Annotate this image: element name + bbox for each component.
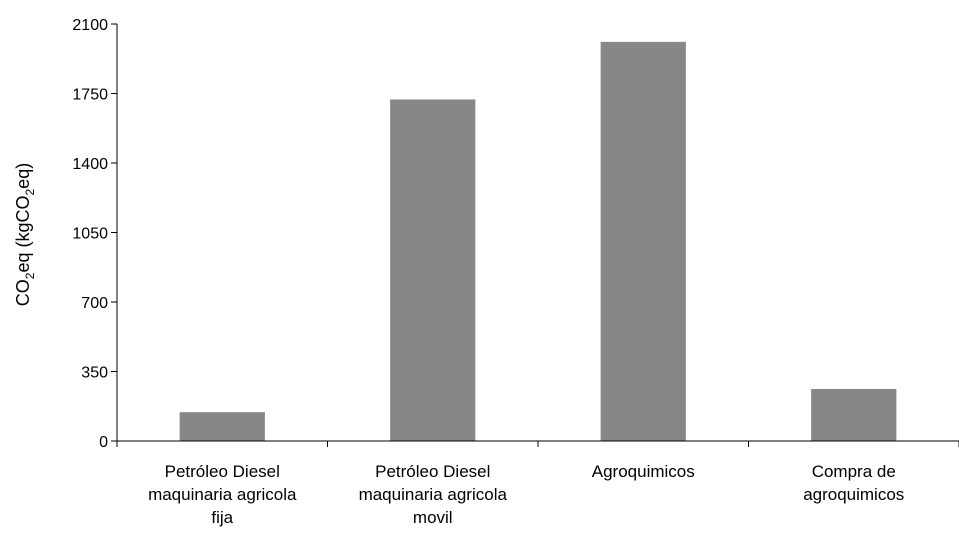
x-category-label-3: Compra de agroquimicos — [803, 462, 904, 504]
bar-2 — [600, 41, 686, 441]
x-category-label-2: Agroquimicos — [592, 462, 695, 481]
y-tick-label: 1750 — [72, 87, 108, 104]
x-labels-group: Petróleo Diesel maquinaria agricola fijaPe… — [116, 441, 959, 527]
x-category-label-line: fija — [211, 508, 233, 527]
x-category-label-line: maquinaria agricola — [359, 485, 508, 504]
x-category-label-line: Petróleo Diesel — [165, 462, 280, 481]
x-category-label-0: Petróleo Diesel maquinaria agricola fija — [148, 462, 297, 527]
y-tick-label: 700 — [81, 295, 108, 312]
x-category-label-line: Agroquimicos — [592, 462, 695, 481]
y-tick-label: 2100 — [72, 17, 108, 34]
y-axis-title-part: eq (kgCO — [13, 195, 33, 272]
x-category-label-line: maquinaria agricola — [148, 485, 297, 504]
y-axis-title-part: CO — [13, 279, 33, 306]
x-category-label-line: movil — [413, 508, 453, 527]
y-axis-title-part: eq) — [13, 163, 33, 189]
y-axis-title-group: CO2eq (kgCO2eq) — [13, 163, 37, 306]
axes-group — [116, 24, 959, 442]
x-category-label-line: agroquimicos — [803, 485, 904, 504]
y-axis-title: CO2eq (kgCO2eq) — [13, 163, 37, 306]
bar-1 — [390, 99, 476, 441]
y-tick-label: 350 — [81, 365, 108, 382]
bar-3 — [811, 388, 897, 441]
y-axis-title-subscript: 2 — [23, 188, 37, 195]
y-tick-label: 1050 — [72, 226, 108, 243]
bars-group — [179, 41, 897, 441]
y-axis-title-subscript: 2 — [23, 272, 37, 279]
x-category-label-line: Petróleo Diesel — [375, 462, 490, 481]
y-ticks-group: 0 350 700 1050 1400 1750 2100 — [72, 17, 117, 451]
y-tick-label: 1400 — [72, 156, 108, 173]
y-tick-label: 0 — [99, 434, 108, 451]
x-category-label-1: Petróleo Diesel maquinaria agricola movil — [359, 462, 508, 527]
bar-0 — [179, 412, 265, 441]
x-category-label-line: Compra de — [812, 462, 896, 481]
